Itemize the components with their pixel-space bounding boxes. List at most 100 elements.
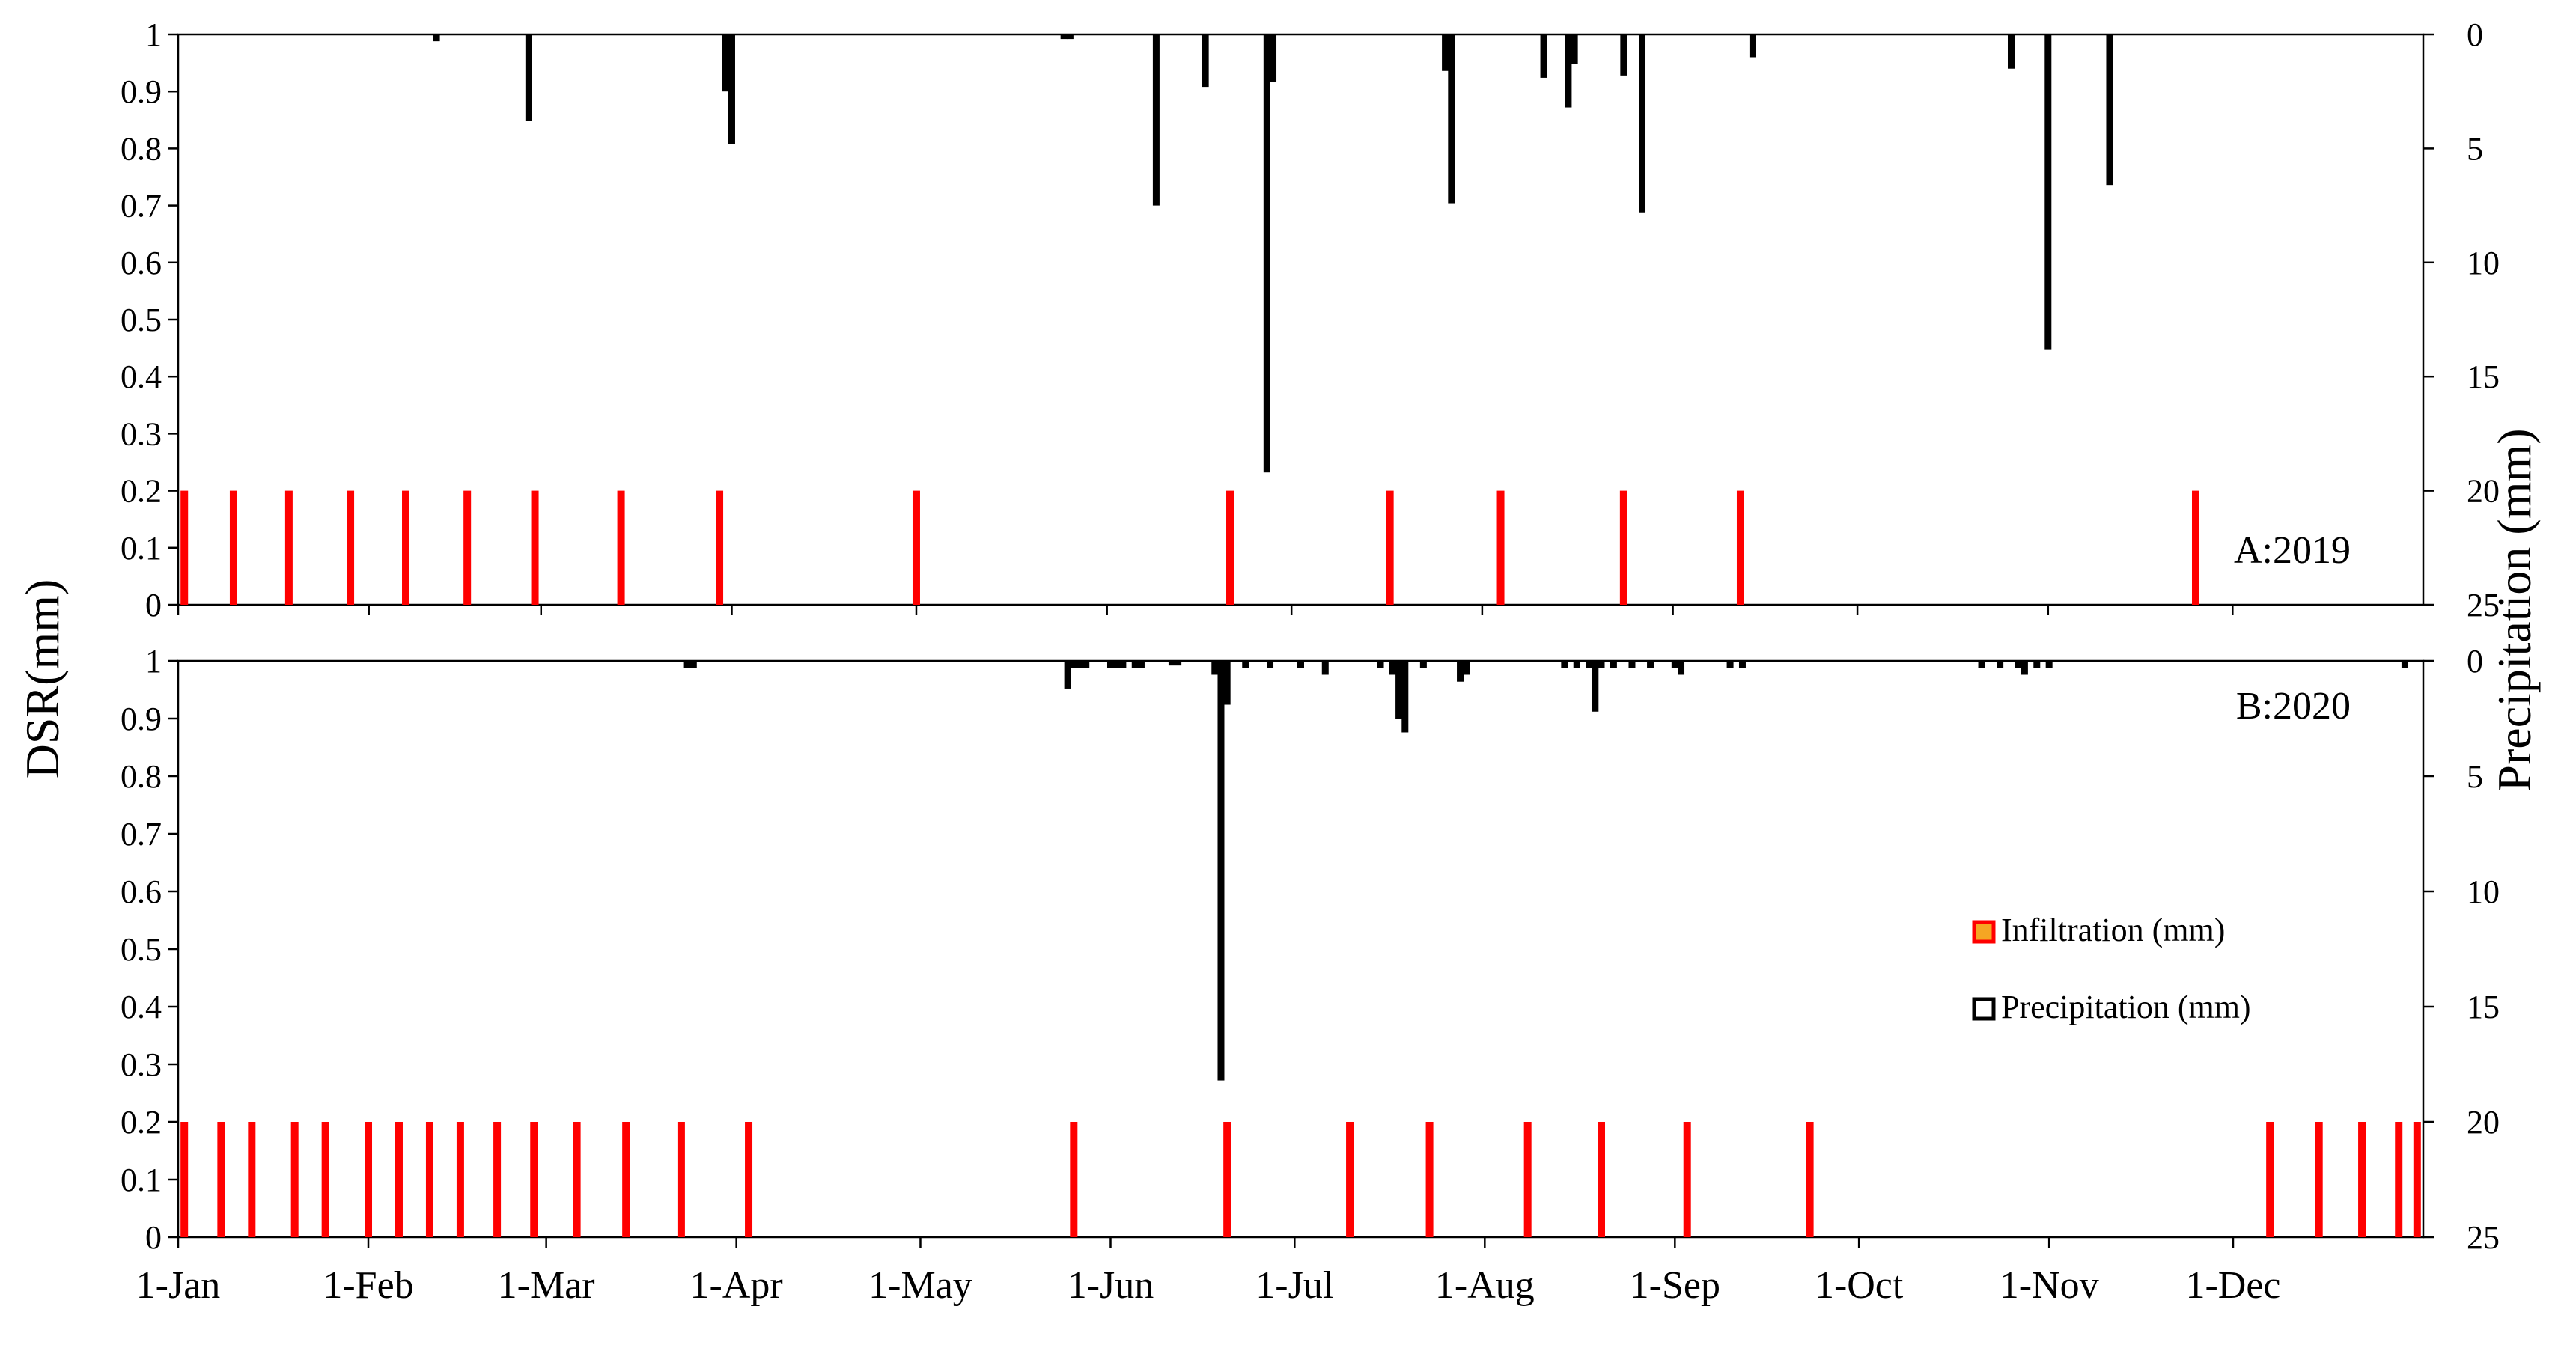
x-tick-label: 1-Feb	[323, 1264, 413, 1307]
precipitation-bar	[1419, 661, 1427, 668]
left-tick-label: 0	[145, 1219, 162, 1256]
precipitation-bar	[1297, 661, 1304, 668]
infiltration-bar	[229, 490, 237, 605]
legend-precipitation-swatch	[1972, 997, 1996, 1021]
precipitation-bar	[1628, 661, 1636, 668]
panel-2: 00.10.20.30.40.50.60.70.80.91 05101520251…	[121, 643, 2500, 1307]
precipitation-bar	[1540, 34, 1547, 78]
precipitation-bar	[1077, 661, 1084, 668]
precipitation-bar	[1267, 661, 1274, 668]
precipitation-bar	[1064, 661, 1071, 689]
precipitation-bar	[1647, 661, 1654, 668]
infiltration-bar	[1598, 1122, 1606, 1237]
precipitation-bar	[1401, 661, 1409, 733]
infiltration-bar	[2358, 1122, 2366, 1237]
infiltration-bar	[456, 1122, 464, 1237]
left-tick-label: 0.2	[121, 1104, 162, 1141]
precipitation-bar	[1137, 661, 1145, 668]
panel-1: 00.10.20.30.40.50.60.70.80.91 0510152025A…	[121, 16, 2500, 623]
precipitation-bar	[1242, 661, 1249, 668]
precipitation-bar	[1457, 661, 1464, 682]
infiltration-bar	[1806, 1122, 1814, 1237]
left-tick-label: 0.3	[121, 1046, 162, 1083]
precipitation-bar	[1263, 34, 1270, 473]
precipitation-bar	[1211, 661, 1219, 675]
infiltration-bar	[1386, 490, 1394, 605]
precipitation-bar	[1561, 661, 1568, 668]
left-tick-label: 0	[145, 587, 162, 623]
infiltration-bar	[180, 490, 189, 605]
right-tick-label: 15	[2467, 989, 2500, 1025]
infiltration-bar	[716, 490, 724, 605]
infiltration-bar	[425, 1122, 433, 1237]
x-tick-label: 1-Jun	[1068, 1264, 1154, 1307]
panel-label: A:2019	[2234, 529, 2351, 572]
precipitation-bar	[1066, 34, 1074, 40]
left-tick-label: 1	[145, 16, 162, 53]
right-axis-label: Precipitation (mm)	[2488, 428, 2541, 791]
right-tick-label: 20	[2467, 473, 2500, 510]
precipitation-bar	[1321, 661, 1329, 675]
x-tick-label: 1-Nov	[2000, 1264, 2099, 1307]
infiltration-bar	[1736, 490, 1744, 605]
right-tick-label: 0	[2467, 643, 2483, 680]
precipitation-bar	[1592, 661, 1599, 712]
infiltration-bar	[2191, 490, 2199, 605]
infiltration-bar	[402, 490, 410, 605]
x-tick-label: 1-May	[868, 1264, 972, 1307]
infiltration-bar	[1683, 1122, 1691, 1237]
left-tick-label: 0.6	[121, 873, 162, 910]
left-tick-label: 0.5	[121, 302, 162, 338]
right-tick-label: 20	[2467, 1104, 2500, 1141]
precipitation-bar	[1113, 661, 1121, 668]
precipitation-bar	[1726, 661, 1734, 668]
right-tick-label: 25	[2467, 587, 2500, 623]
infiltration-bar	[321, 1122, 329, 1237]
precipitation-bar	[1106, 661, 1114, 668]
left-axis-label: DSR(mm)	[16, 579, 69, 779]
precipitation-bar	[1270, 34, 1277, 83]
precipitation-bar	[1448, 34, 1455, 204]
right-tick-label: 10	[2467, 245, 2500, 281]
plot-frame	[177, 33, 2425, 606]
left-tick-label: 0.4	[121, 359, 162, 395]
precipitation-bar	[1573, 661, 1580, 668]
infiltration-bar	[1070, 1122, 1078, 1237]
precipitation-bar	[1598, 661, 1605, 668]
infiltration-bar	[347, 490, 355, 605]
infiltration-bar	[1226, 490, 1234, 605]
legend-infiltration-swatch	[1972, 920, 1996, 944]
precipitation-bar	[1389, 661, 1396, 675]
infiltration-bar	[530, 1122, 538, 1237]
precipitation-bar	[1442, 34, 1449, 71]
x-tick-label: 1-Sep	[1630, 1264, 1720, 1307]
precipitation-bar	[2021, 661, 2028, 675]
infiltration-bar	[745, 1122, 753, 1237]
precipitation-bar	[1175, 661, 1182, 666]
infiltration-bar	[2315, 1122, 2323, 1237]
precipitation-bar	[2045, 661, 2053, 668]
infiltration-bar	[463, 490, 472, 605]
precipitation-bar	[2106, 34, 2113, 186]
right-tick-label: 15	[2467, 359, 2500, 395]
precipitation-bar	[2044, 34, 2052, 350]
x-tick-label: 1-Dec	[2185, 1264, 2280, 1307]
left-tick-label: 0.6	[121, 245, 162, 281]
x-tick-label: 1-Apr	[690, 1264, 783, 1307]
left-tick-label: 0.1	[121, 530, 162, 567]
precipitation-bar	[1978, 661, 1985, 668]
plot-frame	[177, 659, 2425, 1239]
precipitation-bar	[1168, 661, 1175, 666]
precipitation-bar	[1083, 661, 1090, 668]
infiltration-bar	[284, 490, 293, 605]
precipitation-bar	[1131, 661, 1139, 668]
chart-legend: Infiltration (mm) Precipitation (mm)	[1972, 912, 2251, 1025]
infiltration-bar	[395, 1122, 403, 1237]
precipitation-bar	[1639, 34, 1646, 213]
left-tick-label: 1	[145, 643, 162, 680]
legend-infiltration-label: Infiltration (mm)	[2001, 912, 2225, 948]
infiltration-bar	[1346, 1122, 1354, 1237]
left-tick-label: 0.7	[121, 816, 162, 853]
left-tick-label: 0.9	[121, 701, 162, 737]
infiltration-bar	[217, 1122, 225, 1237]
